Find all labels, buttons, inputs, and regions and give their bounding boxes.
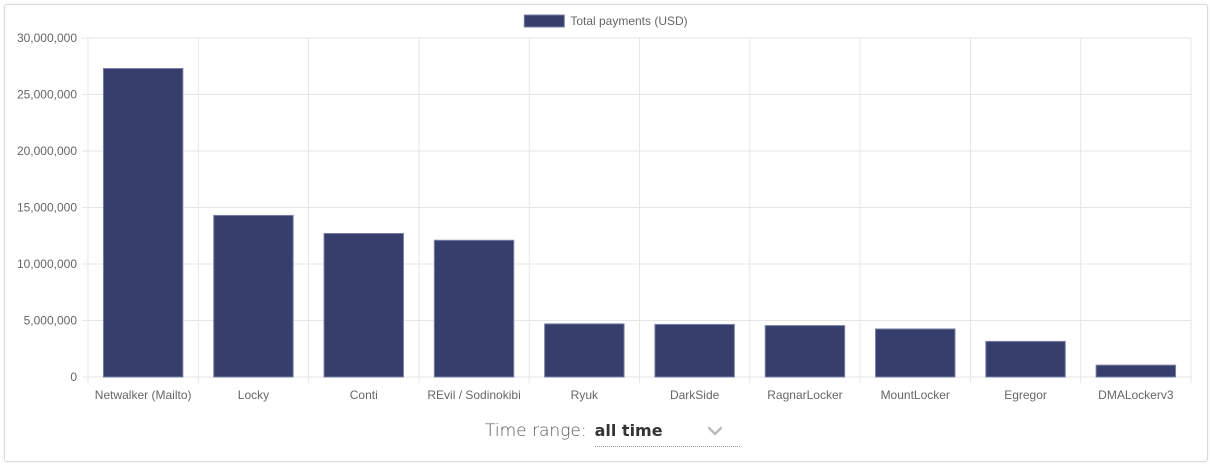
chevron-down-icon bbox=[707, 426, 722, 435]
bar[interactable] bbox=[654, 323, 735, 378]
x-axis: Netwalker (Mailto) Locky Conti REvil / Sodi… bbox=[95, 388, 1174, 402]
time-range-control: Time range: all time bbox=[485, 417, 740, 449]
x-tick-label: DMALockerv3 bbox=[1098, 388, 1174, 402]
legend-swatch bbox=[523, 14, 565, 28]
x-tick-label: MountLocker bbox=[881, 388, 950, 402]
bar[interactable] bbox=[213, 214, 294, 378]
bar[interactable] bbox=[1095, 364, 1177, 378]
time-range-value: all time bbox=[594, 421, 663, 440]
bars bbox=[102, 68, 1177, 378]
legend[interactable]: Total payments (USD) bbox=[523, 14, 688, 28]
y-tick-label: 30,000,000 bbox=[17, 31, 77, 45]
time-range-select[interactable]: all time bbox=[594, 417, 740, 447]
chart-panel: 30,000,000 25,000,000 20,000,000 15,000,000… bbox=[4, 4, 1208, 462]
x-tick-label: DarkSide bbox=[670, 388, 720, 402]
x-tick-label: Netwalker (Mailto) bbox=[95, 388, 192, 402]
bar[interactable] bbox=[102, 68, 184, 378]
bar[interactable] bbox=[875, 328, 956, 378]
legend-label: Total payments (USD) bbox=[570, 14, 687, 28]
x-tick-label: Egregor bbox=[1004, 388, 1047, 402]
bar[interactable] bbox=[764, 325, 846, 378]
x-tick-label: Locky bbox=[238, 388, 269, 402]
y-tick-label: 15,000,000 bbox=[17, 201, 77, 215]
time-range-label: Time range: bbox=[485, 421, 587, 441]
y-axis: 30,000,000 25,000,000 20,000,000 15,000,000… bbox=[17, 31, 77, 384]
bar-chart: 30,000,000 25,000,000 20,000,000 15,000,000… bbox=[17, 14, 1192, 402]
y-tick-label: 10,000,000 bbox=[17, 257, 77, 271]
x-tick-label: Ryuk bbox=[571, 388, 599, 402]
y-tick-label: 25,000,000 bbox=[17, 88, 77, 102]
bar[interactable] bbox=[985, 340, 1066, 378]
bar[interactable] bbox=[323, 232, 404, 378]
bar[interactable] bbox=[433, 239, 515, 378]
x-tick-label: RagnarLocker bbox=[767, 388, 842, 402]
y-tick-label: 0 bbox=[70, 370, 77, 384]
y-tick-label: 20,000,000 bbox=[17, 144, 77, 158]
bar[interactable] bbox=[544, 323, 625, 378]
y-tick-label: 5,000,000 bbox=[24, 314, 78, 328]
x-tick-label: REvil / Sodinokibi bbox=[427, 388, 520, 402]
x-tick-label: Conti bbox=[350, 388, 378, 402]
